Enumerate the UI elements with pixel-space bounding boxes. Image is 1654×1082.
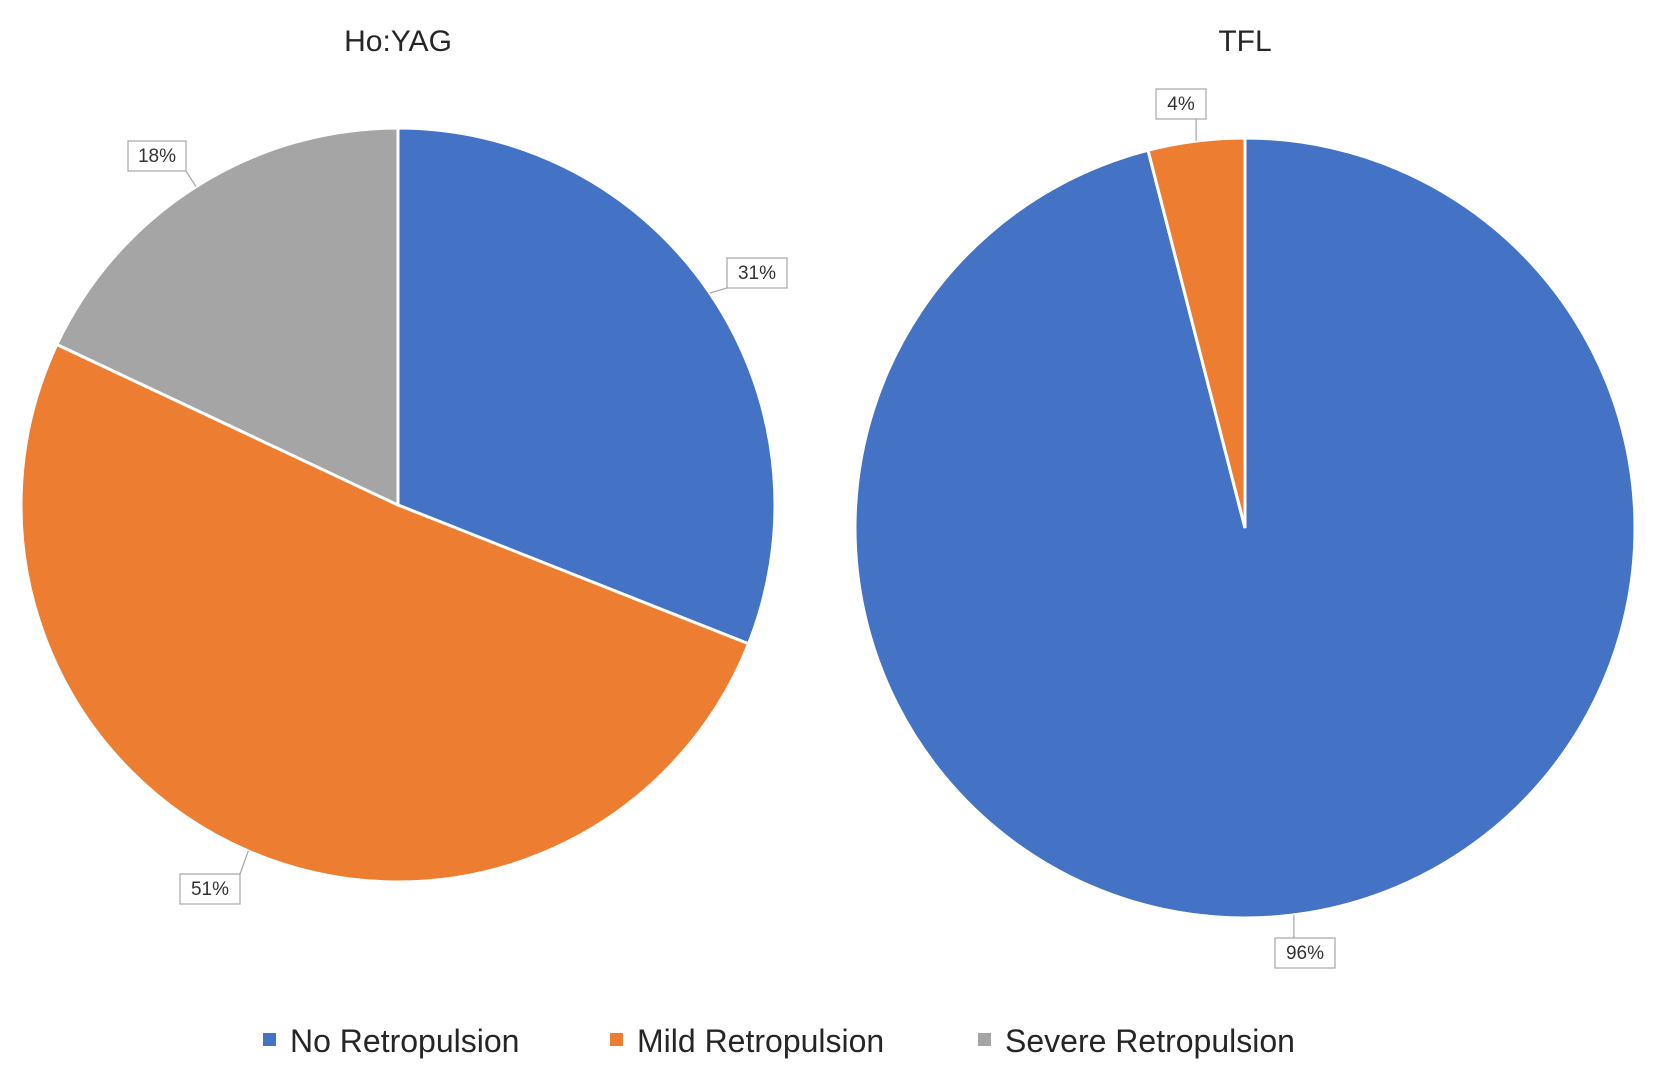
pie-chart-tfl: TFL 96% 4% <box>853 25 1637 969</box>
legend-swatch-severe-retropulsion <box>978 1033 991 1046</box>
data-label-no-retropulsion: 96% <box>1286 943 1324 964</box>
data-label-leader-line <box>185 170 197 188</box>
data-label-box <box>127 140 187 172</box>
data-label-mild-retropulsion: 4% <box>1167 94 1195 115</box>
data-label-leader-line <box>239 850 249 875</box>
legend-label-severe-retropulsion: Severe Retropulsion <box>1005 1023 1295 1059</box>
data-label-box <box>726 257 788 289</box>
data-label-box <box>1274 937 1336 969</box>
legend-swatch-no-retropulsion <box>263 1033 276 1046</box>
pie-slice-severe-retropulsion <box>54 126 400 508</box>
data-label-severe-retropulsion: 18% <box>138 146 176 167</box>
data-label-mild-retropulsion: 51% <box>191 879 229 900</box>
legend-label-no-retropulsion: No Retropulsion <box>290 1023 519 1059</box>
chart-title-tfl: TFL <box>1218 25 1271 58</box>
legend-swatch-mild-retropulsion <box>610 1033 623 1046</box>
data-label-leader-line <box>709 287 728 294</box>
chart-title-hoyag: Ho:YAG <box>344 25 452 58</box>
pie-slice-mild-retropulsion <box>1146 136 1247 529</box>
chart-legend: No Retropulsion Mild Retropulsion Severe R… <box>263 1023 1295 1059</box>
pie-chart-hoyag: Ho:YAG 31% 51% 18% <box>19 25 788 905</box>
data-label-no-retropulsion: 31% <box>738 263 776 284</box>
data-label-box <box>179 873 241 905</box>
data-label-box <box>1155 88 1207 120</box>
pie-slice-mild-retropulsion <box>19 342 751 884</box>
legend-label-mild-retropulsion: Mild Retropulsion <box>637 1023 884 1059</box>
